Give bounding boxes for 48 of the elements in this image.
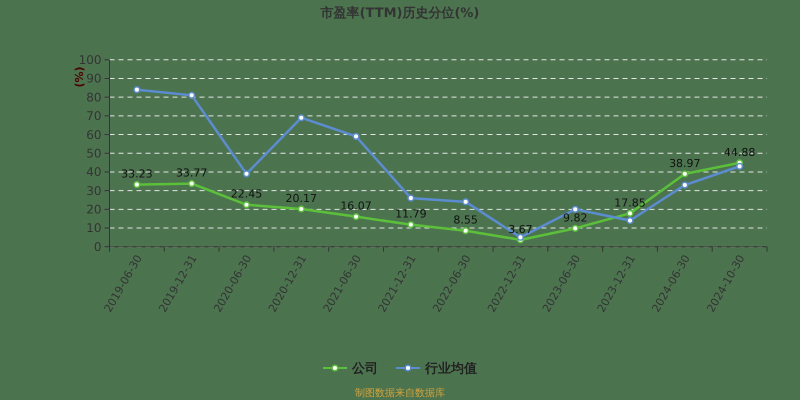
point bbox=[626, 210, 634, 217]
y-tick-label: 20 bbox=[86, 202, 102, 217]
y-tick-label: 60 bbox=[86, 128, 102, 142]
point bbox=[242, 170, 250, 178]
y-tick-label: 90 bbox=[86, 72, 102, 86]
point bbox=[133, 86, 140, 94]
data-label: 20.17 bbox=[286, 192, 318, 205]
data-label: 44.88 bbox=[724, 146, 756, 159]
data-label: 16.07 bbox=[340, 200, 372, 213]
point bbox=[298, 114, 305, 122]
y-tick-label: 70 bbox=[86, 109, 102, 124]
point bbox=[188, 92, 196, 99]
point bbox=[462, 198, 470, 206]
point bbox=[188, 180, 196, 188]
legend-label: 行业均值 bbox=[424, 362, 477, 377]
point bbox=[681, 181, 688, 189]
point bbox=[352, 213, 360, 220]
y-tick-label: 100 bbox=[78, 53, 102, 67]
legend-label: 公司 bbox=[351, 362, 378, 377]
point bbox=[681, 170, 688, 178]
point bbox=[242, 201, 250, 208]
y-tick-label: 40 bbox=[86, 165, 102, 180]
chart-title: 市盈率(TTM)历史分位(%) bbox=[320, 5, 480, 21]
point bbox=[352, 132, 360, 140]
point bbox=[407, 194, 414, 202]
point bbox=[462, 227, 470, 234]
data-label: 17.85 bbox=[614, 196, 646, 210]
y-tick-label: 50 bbox=[86, 146, 102, 160]
point bbox=[133, 181, 140, 188]
point bbox=[572, 224, 579, 232]
point bbox=[298, 205, 305, 213]
data-label: 11.79 bbox=[395, 208, 427, 221]
data-label: 33.77 bbox=[176, 166, 208, 180]
data-label: 9.82 bbox=[562, 211, 588, 224]
point bbox=[736, 162, 744, 170]
y-tick-label: 80 bbox=[86, 90, 102, 104]
y-tick-label: 0 bbox=[94, 240, 102, 254]
data-label: 8.55 bbox=[453, 214, 478, 227]
y-axis-title: (%) bbox=[72, 66, 86, 88]
data-label: 22.45 bbox=[230, 188, 262, 201]
text: 制图数据来自数据库 bbox=[355, 387, 445, 399]
point bbox=[626, 216, 634, 224]
data-label: 33.23 bbox=[121, 168, 153, 181]
point bbox=[572, 206, 579, 213]
y-tick-label: 30 bbox=[86, 184, 102, 198]
data-label: 38.97 bbox=[669, 156, 701, 170]
point bbox=[407, 221, 414, 228]
y-tick-label: 10 bbox=[86, 221, 102, 236]
